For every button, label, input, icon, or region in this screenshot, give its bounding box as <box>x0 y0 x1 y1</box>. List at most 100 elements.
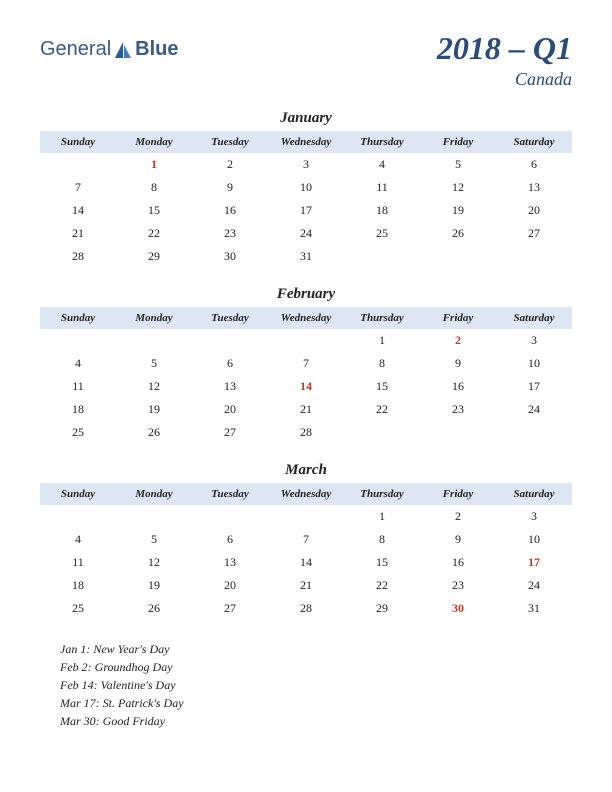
calendar-cell: 17 <box>496 375 572 398</box>
day-header: Friday <box>420 307 496 329</box>
calendar-cell: 14 <box>40 199 116 222</box>
calendar-cell: 8 <box>116 176 192 199</box>
day-header: Saturday <box>496 307 572 329</box>
logo-text-2: Blue <box>135 38 178 61</box>
calendar-table: SundayMondayTuesdayWednesdayThursdayFrid… <box>40 483 572 620</box>
calendar-cell: 3 <box>496 329 572 352</box>
day-header: Wednesday <box>268 307 344 329</box>
calendar-cell <box>268 505 344 528</box>
day-header: Tuesday <box>192 131 268 153</box>
calendar-cell: 10 <box>496 352 572 375</box>
calendar-cell: 2 <box>420 329 496 352</box>
calendar-cell: 23 <box>420 398 496 421</box>
day-header: Saturday <box>496 483 572 505</box>
month-name: March <box>40 462 572 479</box>
holiday-line: Feb 14: Valentine's Day <box>60 676 572 694</box>
calendar-cell: 29 <box>344 597 420 620</box>
calendar-cell: 13 <box>192 551 268 574</box>
calendar-cell <box>268 329 344 352</box>
calendar-cell: 11 <box>344 176 420 199</box>
calendar-row: 45678910 <box>40 528 572 551</box>
calendar-cell: 19 <box>116 574 192 597</box>
calendar-cell: 13 <box>192 375 268 398</box>
calendar-cell: 22 <box>344 574 420 597</box>
calendar-cell: 28 <box>40 245 116 268</box>
calendar-cell: 18 <box>40 398 116 421</box>
header: General Blue 2018 – Q1 Canada <box>40 30 572 90</box>
calendar-cell: 31 <box>496 597 572 620</box>
calendar-cell: 24 <box>496 398 572 421</box>
holiday-line: Jan 1: New Year's Day <box>60 640 572 658</box>
calendar-cell: 10 <box>496 528 572 551</box>
calendars-container: JanuarySundayMondayTuesdayWednesdayThurs… <box>40 110 572 620</box>
calendar-cell: 7 <box>268 528 344 551</box>
calendar-cell: 25 <box>40 597 116 620</box>
calendar-cell: 6 <box>496 153 572 176</box>
calendar-cell: 2 <box>420 505 496 528</box>
calendar-cell: 9 <box>420 352 496 375</box>
calendar-cell: 1 <box>116 153 192 176</box>
calendar-cell <box>420 421 496 444</box>
calendar-cell <box>420 245 496 268</box>
calendar-cell: 16 <box>192 199 268 222</box>
calendar-row: 14151617181920 <box>40 199 572 222</box>
calendar-cell: 23 <box>192 222 268 245</box>
calendar-cell: 19 <box>420 199 496 222</box>
calendar-row: 18192021222324 <box>40 574 572 597</box>
day-header: Friday <box>420 483 496 505</box>
calendar-cell: 28 <box>268 597 344 620</box>
calendar-row: 123 <box>40 329 572 352</box>
calendar-cell: 18 <box>344 199 420 222</box>
calendar-cell: 8 <box>344 352 420 375</box>
calendar-cell: 14 <box>268 375 344 398</box>
calendar-cell: 22 <box>116 222 192 245</box>
calendar-cell: 20 <box>192 398 268 421</box>
calendar-row: 28293031 <box>40 245 572 268</box>
day-header: Sunday <box>40 307 116 329</box>
calendar-cell: 21 <box>268 574 344 597</box>
logo: General Blue <box>40 38 179 61</box>
holiday-line: Mar 17: St. Patrick's Day <box>60 694 572 712</box>
calendar-cell: 5 <box>116 352 192 375</box>
calendar-cell: 17 <box>496 551 572 574</box>
month-block: March SundayMondayTuesdayWednesdayThursda… <box>40 462 572 620</box>
calendar-cell: 4 <box>40 352 116 375</box>
holidays-list: Jan 1: New Year's DayFeb 2: Groundhog Da… <box>40 640 572 730</box>
calendar-cell: 26 <box>116 597 192 620</box>
day-header: Saturday <box>496 131 572 153</box>
month-name: February <box>40 286 572 303</box>
calendar-cell: 28 <box>268 421 344 444</box>
calendar-cell: 18 <box>40 574 116 597</box>
calendar-cell <box>40 505 116 528</box>
calendar-row: 11121314151617 <box>40 375 572 398</box>
calendar-cell: 24 <box>268 222 344 245</box>
logo-sail-icon <box>113 40 133 60</box>
day-header: Wednesday <box>268 483 344 505</box>
day-header: Friday <box>420 131 496 153</box>
calendar-cell <box>192 505 268 528</box>
calendar-row: 21222324252627 <box>40 222 572 245</box>
calendar-cell: 5 <box>116 528 192 551</box>
calendar-cell: 25 <box>40 421 116 444</box>
day-header: Tuesday <box>192 307 268 329</box>
calendar-cell: 15 <box>344 375 420 398</box>
calendar-cell: 23 <box>420 574 496 597</box>
calendar-cell: 15 <box>116 199 192 222</box>
calendar-cell: 29 <box>116 245 192 268</box>
calendar-cell: 27 <box>496 222 572 245</box>
calendar-cell <box>40 153 116 176</box>
day-header: Sunday <box>40 483 116 505</box>
calendar-cell: 7 <box>40 176 116 199</box>
calendar-cell: 20 <box>496 199 572 222</box>
calendar-cell: 22 <box>344 398 420 421</box>
calendar-cell: 27 <box>192 421 268 444</box>
calendar-cell: 5 <box>420 153 496 176</box>
day-header: Sunday <box>40 131 116 153</box>
logo-text-1: General <box>40 38 111 61</box>
month-block: JanuarySundayMondayTuesdayWednesdayThurs… <box>40 110 572 268</box>
calendar-cell: 1 <box>344 505 420 528</box>
month-block: FebruarySundayMondayTuesdayWednesdayThur… <box>40 286 572 444</box>
calendar-cell <box>116 329 192 352</box>
country-title: Canada <box>437 69 572 90</box>
calendar-row: 25262728293031 <box>40 597 572 620</box>
